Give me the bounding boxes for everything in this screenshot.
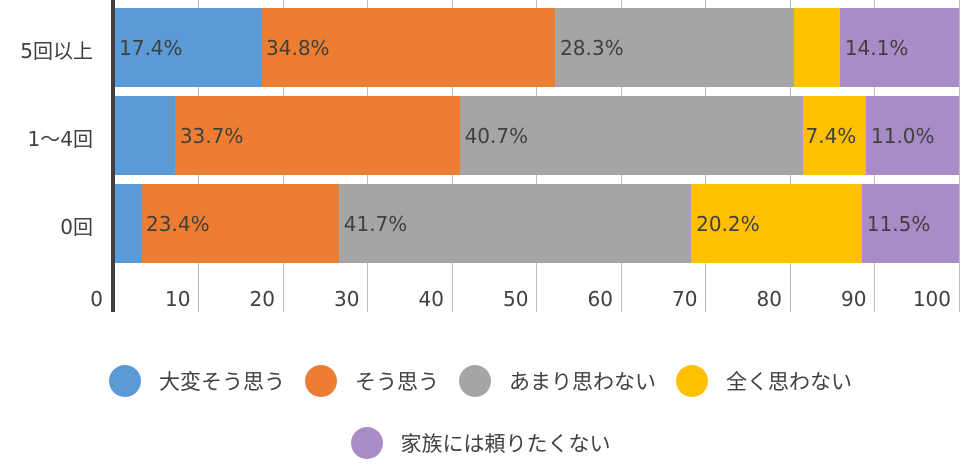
bar-segment: 11.0% [866,96,959,175]
x-tick-label: 80 [756,287,782,311]
legend-row: 家族には頼りたくない [0,427,961,459]
x-tick-label: 20 [249,287,275,311]
bar-segment: 14.1% [839,8,959,87]
bar-segment [114,96,175,175]
legend-item: あまり思わない [459,365,656,397]
category-label: 1〜4回 [27,126,93,151]
data-label: 33.7% [179,123,244,148]
x-tick-label: 90 [841,287,867,311]
data-label: 34.8% [266,35,330,60]
x-tick-label: 0 [90,287,103,311]
legend-item: そう思う [305,365,439,397]
data-label: 20.2% [696,211,760,236]
data-label: 40.7% [464,123,529,148]
x-tick-label: 10 [165,287,191,311]
bar-segment: 40.7% [459,96,804,175]
legend-swatch-icon [459,365,491,397]
x-tick-label: 60 [587,287,613,311]
x-tick-label: 30 [334,287,360,311]
bar-segment: 33.7% [174,96,460,175]
legend-item: 家族には頼りたくない [350,427,611,459]
data-label: 23.4% [146,211,210,236]
legend-swatch-icon [350,427,383,459]
legend-swatch-icon [305,365,337,397]
bar-segment [794,8,840,87]
x-tick-label: 40 [418,287,444,311]
legend-label: 家族には頼りたくない [400,432,611,456]
legend-label: 大変そう思う [159,370,285,394]
bar-segment: 41.7% [338,184,692,263]
bar-segment: 11.5% [861,184,959,263]
bar-segment: 17.4% [114,8,262,87]
legend-row: 大変そう思う そう思う あまり思わない 全く思わない [0,365,961,397]
bar-segment: 28.3% [555,8,795,87]
category-label: 0回 [60,214,93,239]
data-label: 41.7% [343,211,408,236]
bar-segment: 23.4% [141,184,339,263]
y-axis-line [111,0,115,312]
x-tick-label: 50 [503,287,529,311]
x-tick-label: 70 [672,287,698,311]
data-label: 11.0% [871,123,935,148]
bar-row: 17.4% 34.8% 28.3% 14.1% [114,8,959,87]
category-label: 5回以上 [20,38,93,63]
data-label: 28.3% [560,35,624,60]
data-label: 14.1% [844,35,909,60]
bar-segment [114,184,142,263]
gridline [958,0,960,312]
bar-segment: 34.8% [261,8,556,87]
bar-segment: 20.2% [691,184,862,263]
data-label: 11.5% [866,211,931,236]
legend-label: 全く思わない [726,370,852,394]
legend-swatch-icon [109,365,141,397]
legend-swatch-icon [676,365,708,397]
legend-label: あまり思わない [509,370,656,394]
bar-segment: 7.4% [803,96,866,175]
data-label: 17.4% [119,35,183,60]
bar-row: 23.4% 41.7% 20.2% 11.5% [114,184,959,263]
legend-item: 全く思わない [676,365,852,397]
x-tick-label: 100 [912,287,951,311]
legend-label: そう思う [355,370,439,394]
bar-row: 33.7% 40.7% 7.4% 11.0% [114,96,959,175]
legend-item: 大変そう思う [109,365,285,397]
data-label: 7.4% [805,123,857,148]
